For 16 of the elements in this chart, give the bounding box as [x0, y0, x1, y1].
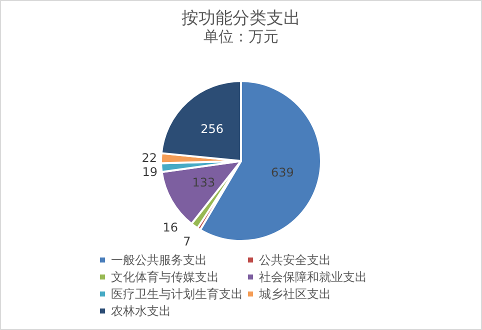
- legend-label: 城乡社区支出: [258, 287, 331, 301]
- data-label: 639: [271, 165, 294, 180]
- data-label: 16: [162, 220, 178, 235]
- chart-subtitle: 单位：万元: [204, 28, 278, 46]
- chart-title: 按功能分类支出: [182, 8, 300, 28]
- data-label: 133: [192, 175, 216, 190]
- data-label: 256: [200, 122, 224, 136]
- legend-label: 文化体育与传媒支出: [111, 270, 219, 284]
- data-label: 22: [142, 151, 158, 166]
- legend-label: 医疗卫生与计划生育支出: [111, 287, 243, 301]
- legend-label: 公共安全支出: [259, 253, 331, 267]
- legend-label: 农林水支出: [111, 304, 171, 318]
- data-label: 7: [183, 234, 191, 249]
- legend-label: 一般公共服务支出: [111, 253, 207, 267]
- data-label: 19: [142, 165, 158, 180]
- legend-label: 社会保障和就业支出: [259, 270, 367, 284]
